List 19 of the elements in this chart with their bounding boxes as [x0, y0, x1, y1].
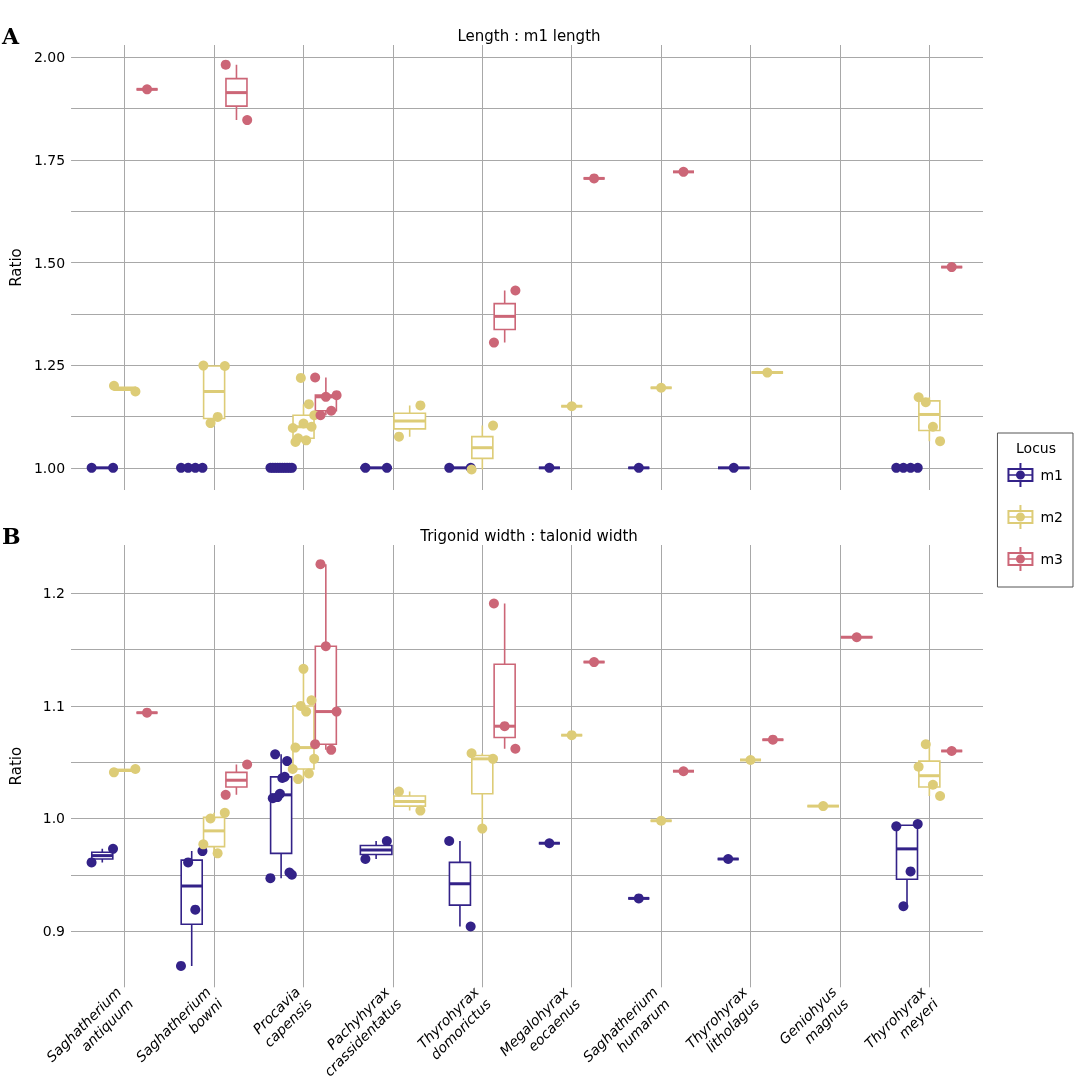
y-tick-label: 1.00 — [33, 459, 66, 476]
legend-title: Locus — [1016, 440, 1056, 456]
legend-label: m1 — [1040, 467, 1063, 483]
y-axis-title: Ratio — [6, 248, 25, 287]
y-tick-label: 0.9 — [42, 923, 65, 940]
y-tick-label: 1.25 — [33, 357, 66, 374]
legend-label: m2 — [1040, 509, 1063, 525]
text: A — [1, 23, 20, 49]
chart-title: Trigonid width : talonid width — [419, 526, 638, 545]
y-tick-label: 2.00 — [33, 49, 66, 66]
legend-label: m3 — [1040, 551, 1063, 567]
y-tick-label: 1.0 — [42, 810, 65, 827]
y-tick-label: 1.2 — [42, 585, 65, 602]
y-tick-label: 1.1 — [42, 697, 65, 714]
y-tick-label: 1.75 — [33, 151, 66, 168]
text: B — [2, 523, 21, 549]
y-tick-label: 1.50 — [33, 254, 66, 271]
chart-title: Length : m1 length — [457, 26, 601, 45]
y-axis-title: Ratio — [6, 746, 25, 786]
